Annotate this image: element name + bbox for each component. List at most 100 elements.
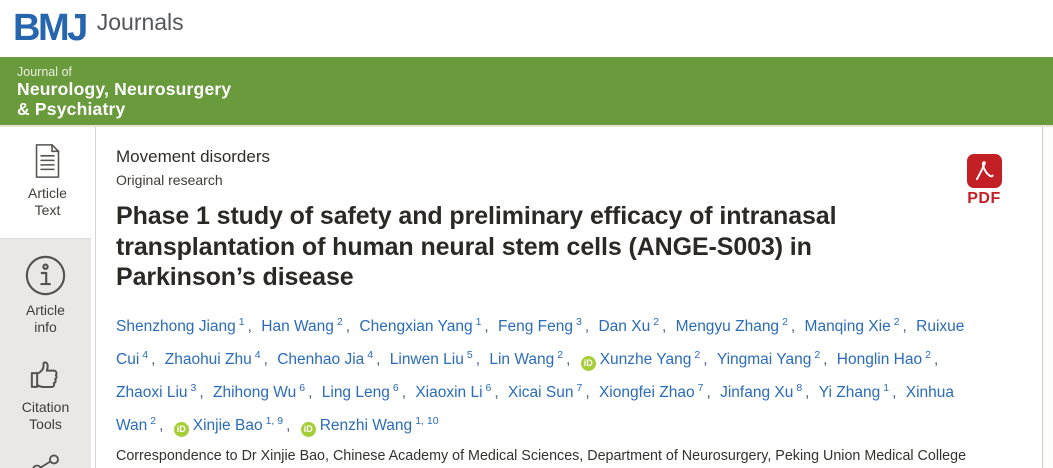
article-title-line: transplantation of human neural stem cel… — [116, 232, 812, 261]
banner-kicker: Journal of — [17, 65, 72, 79]
sidebar-item-citation-tools[interactable]: Citation Tools — [0, 345, 91, 442]
author-link[interactable]: Xunzhe Yang 2 — [599, 348, 701, 368]
sidebar-active-section: Article Text — [0, 127, 95, 238]
journal-banner[interactable]: Journal of Neurology, Neurosurgery & Psy… — [0, 57, 1053, 127]
author-affiliation: 4 — [367, 348, 374, 361]
author-link[interactable]: Chengxian Yang 1 — [359, 315, 482, 335]
author-link[interactable]: Xiaoxin Li 6 — [415, 381, 492, 401]
orcid-icon[interactable]: iD — [580, 355, 596, 371]
author-affiliation: 4 — [142, 348, 149, 361]
author-separator: , — [151, 350, 160, 368]
author-separator: , — [584, 317, 594, 335]
author-affiliation: 5 — [466, 348, 473, 361]
author-link[interactable]: Honglin Hao 2 — [836, 348, 931, 368]
author-link[interactable]: Zhaoxi Liu 3 — [116, 381, 197, 401]
author-separator: , — [159, 417, 168, 435]
author-link[interactable]: Ruixue Cui 4 — [116, 317, 965, 368]
author-link[interactable]: Xinhua Wan 2 — [116, 383, 954, 435]
author-affiliation: 1, 9 — [265, 414, 284, 427]
article-category[interactable]: Movement disorders — [116, 147, 271, 166]
share-icon — [27, 451, 64, 468]
journals-label[interactable]: Journals — [96, 9, 184, 35]
author-link[interactable]: Dan Xu 2 — [598, 315, 660, 335]
author-link[interactable]: Zhihong Wu 6 — [212, 381, 306, 401]
author-separator: , — [475, 350, 485, 368]
author-affiliation: 1, 10 — [415, 414, 439, 427]
article-subcategory: Original research — [116, 172, 223, 188]
author-separator: , — [892, 383, 901, 401]
pdf-label: PDF — [967, 190, 1001, 207]
author-affiliation: 3 — [190, 381, 197, 394]
sidebar-item-label: Citation Tools — [21, 399, 70, 432]
author-affiliation: 2 — [925, 348, 931, 361]
author-affiliation: 2 — [782, 315, 788, 328]
orcid-icon[interactable]: iD — [300, 422, 316, 438]
author-link[interactable]: Linwen Liu 5 — [389, 348, 473, 368]
author-link[interactable]: Ling Leng 6 — [321, 381, 399, 401]
author-affiliation: 2 — [557, 348, 564, 361]
author-link[interactable]: Chenhao Jia 4 — [277, 348, 374, 368]
sidebar-item-share[interactable]: Share — [0, 442, 91, 468]
author-link[interactable]: Feng Feng 3 — [498, 315, 582, 335]
sidebar-item-article-info[interactable]: Article info — [0, 245, 91, 345]
author-separator: , — [790, 317, 800, 335]
author-link[interactable]: Lin Wang 2 — [489, 348, 564, 368]
author-separator: , — [286, 417, 295, 435]
author-link[interactable]: Renzhi Wang 1, 10 — [319, 414, 439, 435]
author-separator: , — [662, 317, 671, 335]
author-affiliation: 7 — [697, 381, 704, 394]
article-title: Phase 1 study of safety and preliminary … — [116, 201, 1042, 293]
author-separator: , — [263, 350, 273, 368]
info-icon — [24, 254, 67, 302]
author-affiliation: 2 — [694, 348, 701, 361]
author-affiliation: 6 — [392, 381, 399, 394]
author-link[interactable]: Yingmai Yang 2 — [716, 348, 821, 368]
site-header: BMJ Journals — [0, 0, 1053, 57]
author-affiliation: 1 — [883, 381, 890, 394]
author-affiliation: 1 — [475, 315, 482, 328]
sidebar-item-label: Article Text — [28, 185, 67, 218]
author-separator: , — [308, 383, 317, 401]
author-link[interactable]: Zhaohui Zhu 4 — [164, 348, 261, 368]
right-gutter — [1042, 127, 1053, 468]
author-link[interactable]: Manqing Xie 2 — [804, 315, 900, 335]
author-link[interactable]: Xiongfei Zhao 7 — [598, 381, 704, 401]
author-affiliation: 2 — [653, 315, 660, 328]
correspondence-text: Correspondence to Dr Xinjie Bao, Chinese… — [116, 448, 967, 465]
pdf-download[interactable]: PDF — [960, 154, 1008, 208]
correspondence: Correspondence to Dr Xinjie Bao, Chinese… — [116, 445, 971, 468]
author-separator: , — [566, 350, 575, 368]
author-link[interactable]: Shenzhong Jiang 1 — [116, 315, 245, 335]
author-separator: , — [345, 317, 355, 335]
author-link[interactable]: Han Wang 2 — [261, 315, 343, 335]
author-link[interactable]: Xinjie Bao 1, 9 — [192, 414, 284, 435]
author-affiliation: 2 — [893, 315, 900, 328]
author-link[interactable]: Jinfang Xu 8 — [720, 381, 803, 401]
author-separator: , — [494, 383, 503, 401]
author-affiliation: 6 — [485, 381, 492, 394]
author-separator: , — [902, 317, 912, 335]
author-separator: , — [376, 350, 385, 368]
thumbs-up-icon — [26, 354, 66, 399]
author-separator: , — [199, 383, 208, 401]
author-link[interactable]: Mengyu Zhang 2 — [675, 315, 788, 335]
author-link[interactable]: Xicai Sun 7 — [508, 381, 583, 401]
author-link[interactable]: Yi Zhang 1 — [818, 381, 890, 401]
author-affiliation: 8 — [796, 381, 803, 394]
sidebar-item-article-text[interactable]: Article Text — [0, 133, 95, 228]
sidebar-item-label: Article info — [26, 302, 65, 335]
author-separator: , — [805, 383, 814, 401]
sidebar-tools-section: Article info Citation Tools Share — [0, 238, 91, 468]
content-area: Article Text Article info Citation Tools S… — [0, 127, 1053, 468]
author-list: Shenzhong Jiang 1, Han Wang 2, Chengxian Y… — [116, 308, 968, 441]
pdf-icon[interactable] — [966, 154, 1002, 188]
author-affiliation: 7 — [576, 381, 583, 394]
document-icon — [32, 142, 63, 185]
orcid-icon[interactable]: iD — [173, 422, 189, 438]
author-separator: , — [823, 350, 832, 368]
bmj-logo[interactable]: BMJ — [13, 7, 88, 49]
author-affiliation: 1 — [238, 315, 245, 328]
author-affiliation: 3 — [576, 315, 582, 328]
author-affiliation: 4 — [254, 348, 261, 361]
